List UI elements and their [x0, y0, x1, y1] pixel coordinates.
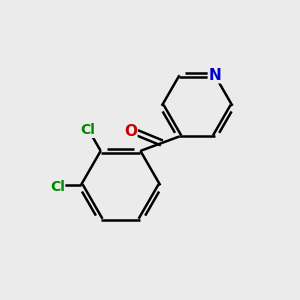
Text: Cl: Cl	[50, 180, 65, 194]
Text: N: N	[208, 68, 221, 83]
Text: O: O	[124, 124, 137, 139]
Text: Cl: Cl	[81, 123, 96, 137]
